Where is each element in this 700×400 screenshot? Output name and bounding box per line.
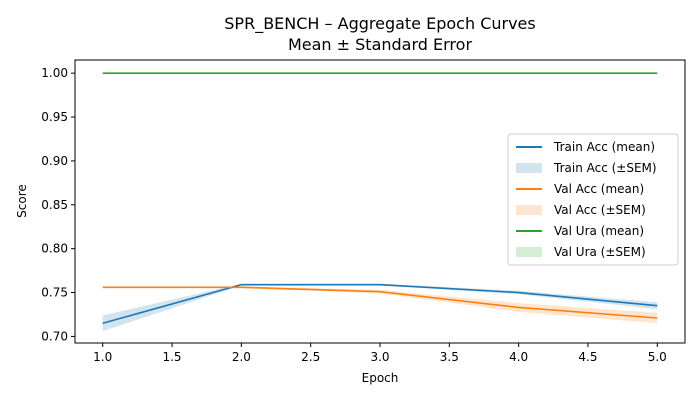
x-tick-label: 3.0 — [370, 350, 389, 364]
legend-band-swatch — [516, 205, 542, 215]
x-tick-label: 2.0 — [232, 350, 251, 364]
series-line-2 — [102, 286, 658, 319]
chart-title: SPR_BENCH – Aggregate Epoch Curves — [224, 14, 535, 34]
x-tick-label: 5.0 — [648, 350, 667, 364]
legend-label: Val Acc (±SEM) — [554, 203, 646, 217]
plot-frame — [74, 59, 686, 344]
x-tick-label: 1.5 — [162, 350, 181, 364]
x-tick-label: 4.0 — [509, 350, 528, 364]
axes: 1.0 1.5 2.0 2.5 3.0 3.5 4.0 4.5 5.0 0.70 0.75 0.80 0… — [41, 66, 667, 364]
y-tick-label: 0.70 — [41, 329, 68, 343]
y-tick-label: 1.00 — [41, 66, 68, 80]
y-tick-label: 0.80 — [41, 242, 68, 256]
series-line-1 — [102, 283, 658, 325]
x-tick-label: 3.5 — [440, 350, 459, 364]
legend-label: Train Acc (±SEM) — [553, 161, 657, 175]
x-axis-label: Epoch — [362, 371, 399, 385]
chart-subtitle: Mean ± Standard Error — [288, 35, 472, 54]
y-tick-label: 0.90 — [41, 154, 68, 168]
legend-box — [507, 133, 679, 266]
x-tick-label: 1.0 — [93, 350, 112, 364]
y-tick-label: 0.75 — [41, 286, 68, 300]
y-tick-label: 0.85 — [41, 198, 68, 212]
legend-label: Train Acc (mean) — [553, 140, 655, 154]
legend-band-swatch — [516, 247, 542, 257]
plot-area — [102, 72, 658, 332]
legend-band-swatch — [516, 163, 542, 173]
legend-label: Val Ura (±SEM) — [554, 245, 646, 259]
legend-label: Val Acc (mean) — [554, 182, 644, 196]
y-axis-label: Score — [15, 184, 29, 218]
x-tick-label: 4.5 — [578, 350, 597, 364]
legend-label: Val Ura (mean) — [554, 224, 644, 238]
x-tick-label: 2.5 — [301, 350, 320, 364]
y-tick-label: 0.95 — [41, 110, 68, 124]
legend: Train Acc (mean) Train Acc (±SEM) Val Acc … — [507, 133, 679, 266]
